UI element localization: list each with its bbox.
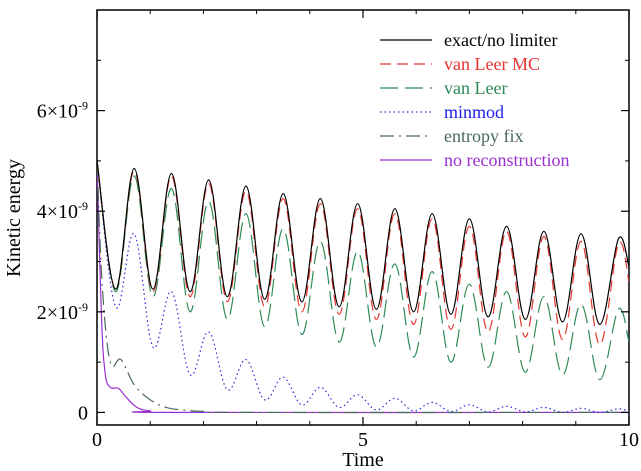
x-tick-label: 10 (619, 429, 639, 451)
series-line-minmod (97, 160, 629, 414)
legend-label: van Leer MC (444, 54, 540, 74)
legend: exact/no limiter van Leer MC van Leer minmo… (380, 30, 569, 170)
series-line-entropy-fix (97, 160, 629, 414)
series-line-van-leer (97, 160, 629, 381)
legend-label: no reconstruction (444, 150, 569, 170)
y-tick-label: 2×10-9 (37, 300, 88, 324)
series-line-exact-no-limiter (97, 160, 629, 326)
y-tick-label: 6×10-9 (37, 99, 88, 123)
series-layer (97, 160, 629, 414)
x-axis-title: Time (342, 449, 384, 471)
legend-label: entropy fix (444, 126, 523, 146)
legend-label: minmod (444, 102, 504, 122)
legend-label: exact/no limiter (444, 30, 557, 50)
y-tick-label: 4×10-9 (37, 199, 88, 223)
tick-layer: 0 5 10 0 2×10-9 4×10-9 6×10-9 (37, 10, 639, 451)
y-axis-title: Kinetic energy (3, 159, 25, 277)
x-tick-label: 0 (92, 429, 102, 451)
y-tick-label: 0 (78, 402, 88, 424)
legend-label: van Leer (444, 78, 507, 98)
x-tick-label: 5 (358, 429, 368, 451)
